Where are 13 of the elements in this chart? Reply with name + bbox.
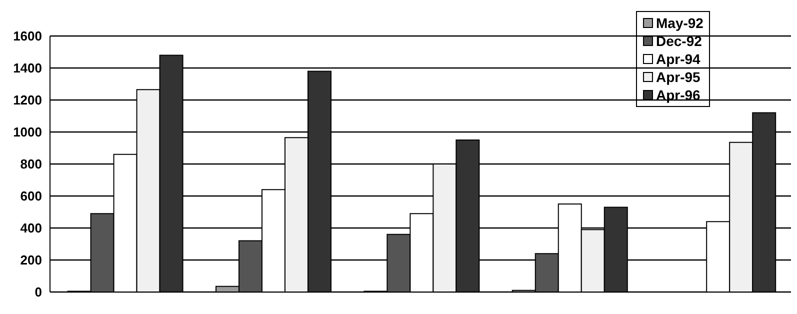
- y-tick-label: 600: [20, 188, 42, 204]
- y-tick-label: 400: [20, 220, 42, 236]
- legend-label: May-92: [656, 14, 704, 32]
- y-tick-label: 200: [20, 252, 42, 268]
- y-tick-label: 800: [20, 156, 42, 172]
- y-tick-label: 0: [34, 284, 42, 300]
- legend-label: Apr-95: [656, 68, 700, 86]
- y-tick-label: 1200: [13, 92, 42, 108]
- legend-label: Apr-94: [656, 50, 700, 68]
- y-tick-label: 1400: [13, 60, 42, 76]
- y-tick-label: 1600: [13, 28, 42, 44]
- y-tick-label: 1000: [13, 124, 42, 140]
- legend-label: Dec-92: [656, 32, 702, 50]
